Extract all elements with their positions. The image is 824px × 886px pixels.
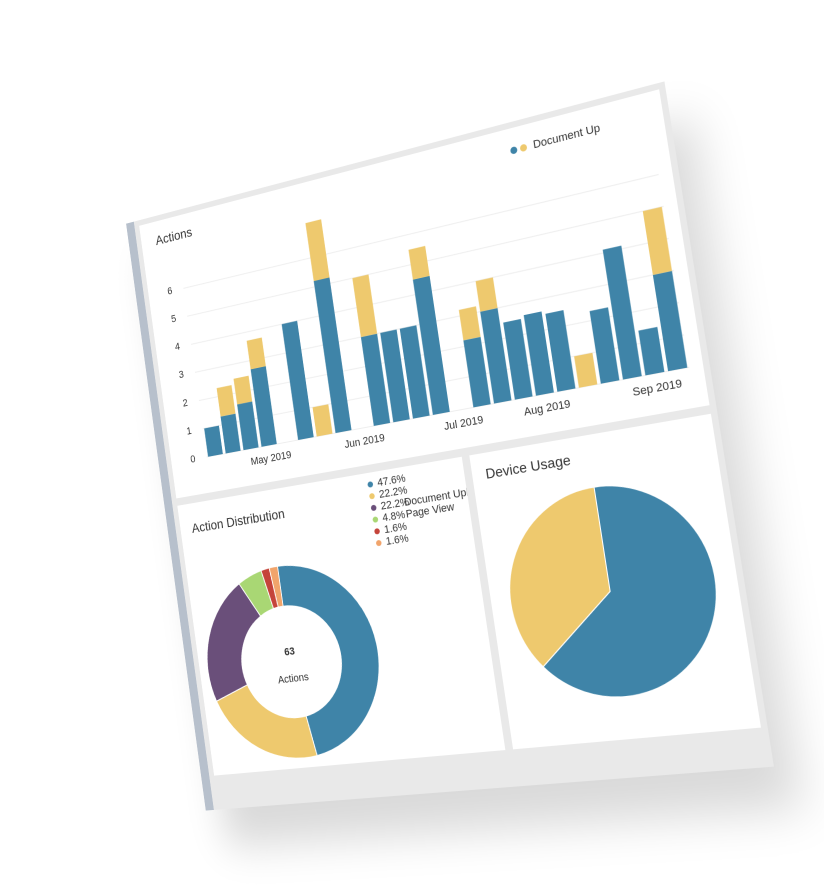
legend-swatch <box>510 146 518 155</box>
bar-segment <box>234 376 253 405</box>
bar-segment <box>247 337 266 369</box>
bar-segment <box>574 353 597 388</box>
bar-segment <box>476 277 498 311</box>
x-tick-label: Jun 2019 <box>344 432 386 451</box>
y-tick-label: 4 <box>174 341 181 353</box>
legend-swatch <box>376 540 382 547</box>
total-label: Actions <box>277 672 309 687</box>
legend-swatch <box>520 143 528 152</box>
bar-segment <box>282 321 314 440</box>
bar-segment <box>638 327 664 376</box>
bar-segment <box>221 414 241 454</box>
y-tick-label: 2 <box>182 398 189 410</box>
bar-segment <box>313 404 333 436</box>
y-tick-label: 5 <box>171 314 178 326</box>
legend-swatch <box>374 528 380 535</box>
bar-segment <box>352 274 377 337</box>
chart-title: Device Usage <box>484 452 571 483</box>
bar-segment <box>408 246 429 280</box>
chart-title: Action Distribution <box>191 506 286 536</box>
y-tick-label: 3 <box>178 369 185 381</box>
chart-title: Actions <box>155 224 194 248</box>
legend-value: 1.6% <box>385 533 409 548</box>
legend-swatch <box>367 481 373 488</box>
legend-swatch <box>371 505 377 512</box>
device-panel: Device Usage <box>469 414 761 750</box>
device-chart: Device Usage <box>469 414 761 750</box>
bar-segment <box>237 401 258 450</box>
distribution-panel: Action Distribution 63 Actions 47.6% 22.2% 2… <box>177 457 505 776</box>
legend-swatch <box>369 493 375 500</box>
x-tick-label: May 2019 <box>250 449 292 468</box>
dashboard: Actions 0 1 2 3 4 5 6 May 2019 Jun 2019 Jul 2019 A… <box>126 81 774 810</box>
bar-segment <box>217 385 236 416</box>
bar-segment <box>305 219 329 281</box>
page: Actions 0 1 2 3 4 5 6 May 2019 Jun 2019 Jul 2019 A… <box>0 0 824 886</box>
y-tick-label: 6 <box>167 286 174 298</box>
x-tick-label: Jul 2019 <box>443 414 484 433</box>
total-value: 63 <box>284 646 296 659</box>
legend-label: Document Up <box>532 122 601 151</box>
y-tick-label: 0 <box>190 454 197 466</box>
bar-segment <box>643 207 672 275</box>
distribution-chart: Action Distribution 63Actions47.6%22.2%2… <box>177 457 505 776</box>
y-tick-label: 1 <box>186 426 193 438</box>
x-tick-label: Aug 2019 <box>523 398 572 419</box>
bar-segment <box>204 426 223 457</box>
bar-segment <box>459 306 481 340</box>
legend-swatch <box>372 516 378 523</box>
x-tick-label: Sep 2019 <box>632 378 684 399</box>
